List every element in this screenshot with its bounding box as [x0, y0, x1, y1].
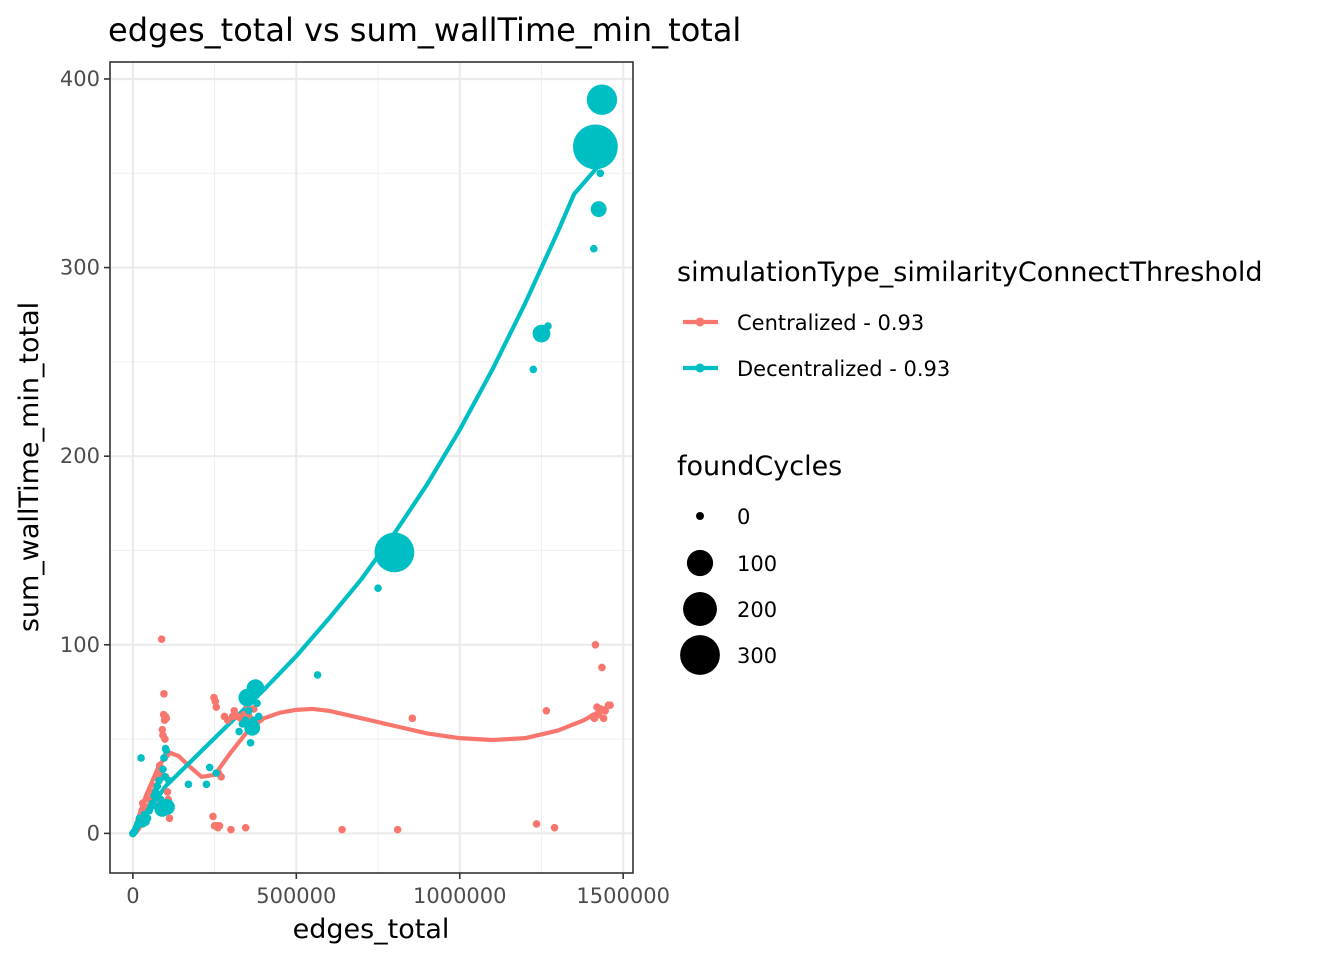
- legend-size-items: 0 100 200 300: [680, 505, 777, 675]
- data-point-series-1: [573, 124, 618, 170]
- chart-title: edges_total vs sum_wallTime_min_total: [108, 11, 741, 49]
- data-point-series-0: [393, 825, 402, 834]
- data-point-series-1: [212, 769, 221, 777]
- data-point-series-1: [155, 776, 163, 785]
- legend-color-label: Decentralized - 0.93: [737, 357, 950, 381]
- data-point-series-1: [205, 763, 214, 772]
- legend-size-key: [696, 512, 704, 520]
- y-tick-label: 300: [60, 256, 100, 280]
- data-point-series-1: [137, 754, 145, 762]
- data-point-series-1: [246, 739, 255, 747]
- data-point-series-0: [542, 707, 551, 715]
- data-point-series-1: [374, 584, 382, 593]
- data-point-series-1: [254, 712, 263, 721]
- data-point-series-0: [163, 788, 172, 796]
- data-point-series-1: [586, 84, 618, 115]
- data-point-series-1: [235, 727, 243, 736]
- legend-size-label: 0: [737, 505, 750, 529]
- data-point-series-1: [589, 244, 598, 253]
- data-point-series-0: [532, 820, 541, 828]
- data-point-series-1: [148, 799, 157, 808]
- data-point-series-0: [157, 635, 166, 643]
- data-point-series-1: [202, 780, 211, 789]
- data-point-series-0: [598, 663, 606, 672]
- data-point-series-0: [241, 823, 250, 832]
- data-point-series-1: [184, 780, 193, 789]
- data-point-series-0: [158, 725, 167, 734]
- y-tick-label: 0: [87, 821, 100, 845]
- data-point-series-1: [253, 699, 261, 708]
- legend-size-label: 100: [737, 552, 777, 576]
- data-point-series-0: [591, 640, 600, 649]
- legend: simulationType_similarityConnectThreshol…: [677, 257, 1263, 675]
- y-axis-title: sum_wallTime_min_total: [14, 302, 45, 632]
- legend-size-label: 200: [737, 598, 777, 622]
- legend-size-title: foundCycles: [677, 451, 842, 482]
- data-point-series-1: [603, 150, 611, 159]
- data-point-series-0: [338, 825, 346, 834]
- data-point-series-1: [529, 365, 538, 374]
- data-point-series-1: [143, 814, 152, 823]
- data-point-series-0: [215, 822, 224, 830]
- data-point-series-0: [162, 714, 171, 723]
- x-tick-label: 1000000: [413, 884, 507, 908]
- data-point-series-0: [160, 690, 168, 698]
- data-point-series-1: [313, 671, 322, 679]
- y-tick-label: 400: [60, 67, 100, 91]
- data-point-series-1: [159, 765, 167, 774]
- data-point-series-0: [212, 703, 221, 711]
- legend-color-key-point: [695, 317, 705, 327]
- data-point-series-1: [374, 532, 415, 573]
- legend-size-key: [683, 592, 717, 626]
- data-point-series-0: [165, 814, 174, 823]
- data-point-series-1: [162, 746, 171, 755]
- smooth-line-series-0: [130, 703, 613, 836]
- data-point-series-0: [606, 701, 614, 709]
- grid-minor: [110, 62, 633, 873]
- data-points: [129, 84, 618, 838]
- data-point-series-0: [211, 697, 220, 706]
- y-tick-label: 100: [60, 633, 100, 657]
- y-axis: 0 100 200 300 400: [60, 67, 110, 845]
- data-point-series-0: [408, 714, 417, 723]
- legend-size-key: [680, 635, 720, 675]
- y-tick-label: 200: [60, 444, 100, 468]
- x-axis: 0 500000 1000000 1500000: [126, 873, 670, 908]
- data-point-series-1: [245, 707, 253, 715]
- data-point-series-1: [160, 754, 168, 762]
- legend-color-key-point: [695, 363, 705, 373]
- data-point-series-0: [230, 707, 239, 715]
- x-tick-label: 0: [126, 884, 139, 908]
- plot-panel-background: [110, 62, 633, 873]
- data-point-series-1: [246, 679, 265, 698]
- data-point-series-0: [601, 707, 610, 715]
- plot-panel: [109, 61, 634, 874]
- legend-color-title: simulationType_similarityConnectThreshol…: [677, 257, 1263, 288]
- data-point-series-1: [164, 806, 172, 815]
- x-tick-label: 500000: [256, 884, 336, 908]
- data-point-series-0: [209, 812, 217, 821]
- x-axis-title: edges_total: [293, 914, 450, 945]
- legend-color-items: Centralized - 0.93 Decentralized - 0.93: [683, 311, 950, 381]
- data-point-series-0: [161, 735, 169, 743]
- data-point-series-1: [544, 322, 552, 330]
- data-point-series-1: [165, 776, 173, 785]
- data-point-series-1: [244, 719, 261, 736]
- data-point-series-1: [590, 201, 607, 218]
- legend-color-label: Centralized - 0.93: [737, 311, 924, 335]
- x-tick-label: 1500000: [576, 884, 670, 908]
- data-point-series-0: [227, 825, 235, 834]
- legend-size-key: [686, 549, 714, 577]
- data-point-series-1: [596, 169, 605, 178]
- data-point-series-0: [599, 714, 608, 723]
- data-point-series-0: [550, 823, 559, 832]
- plot-panel-border: [109, 61, 634, 874]
- legend-size-label: 300: [737, 644, 777, 668]
